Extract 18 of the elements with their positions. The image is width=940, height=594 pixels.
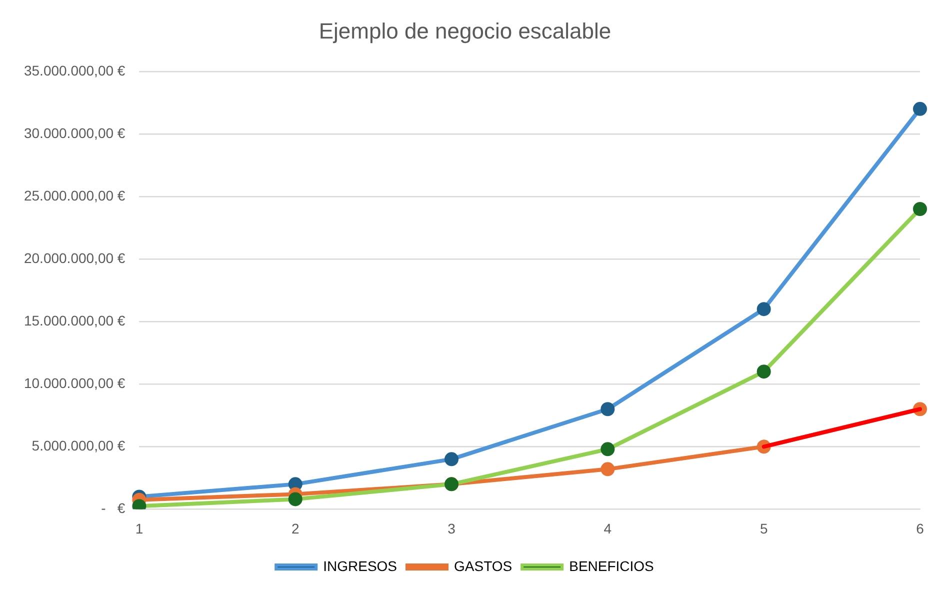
legend-label: GASTOS	[454, 558, 512, 574]
legend-label: INGRESOS	[323, 558, 398, 574]
x-tick-label: 1	[135, 520, 144, 536]
chart-title: Ejemplo de negocio escalable	[318, 18, 612, 44]
x-tick-label: 6	[916, 520, 924, 536]
y-tick-label: 30.000.000,00 €	[24, 124, 126, 141]
x-tick-label: 5	[760, 520, 768, 536]
y-tick-label: 35.000.000,00 €	[24, 62, 126, 78]
y-tick-label: 5.000.000,00 €	[32, 438, 126, 454]
x-tick-label: 2	[291, 520, 300, 536]
y-tick-label: 15.000.000,00 €	[24, 312, 126, 328]
y-tick-label: 10.000.000,00 €	[24, 374, 126, 391]
y-tick-label: - €	[101, 500, 126, 516]
y-tick-label: 20.000.000,00 €	[24, 250, 126, 266]
x-tick-label: 3	[448, 520, 456, 536]
x-tick-label: 4	[604, 520, 612, 536]
y-tick-label: 25.000.000,00 €	[24, 187, 126, 204]
legend-label: BENEFICIOS	[569, 558, 654, 574]
